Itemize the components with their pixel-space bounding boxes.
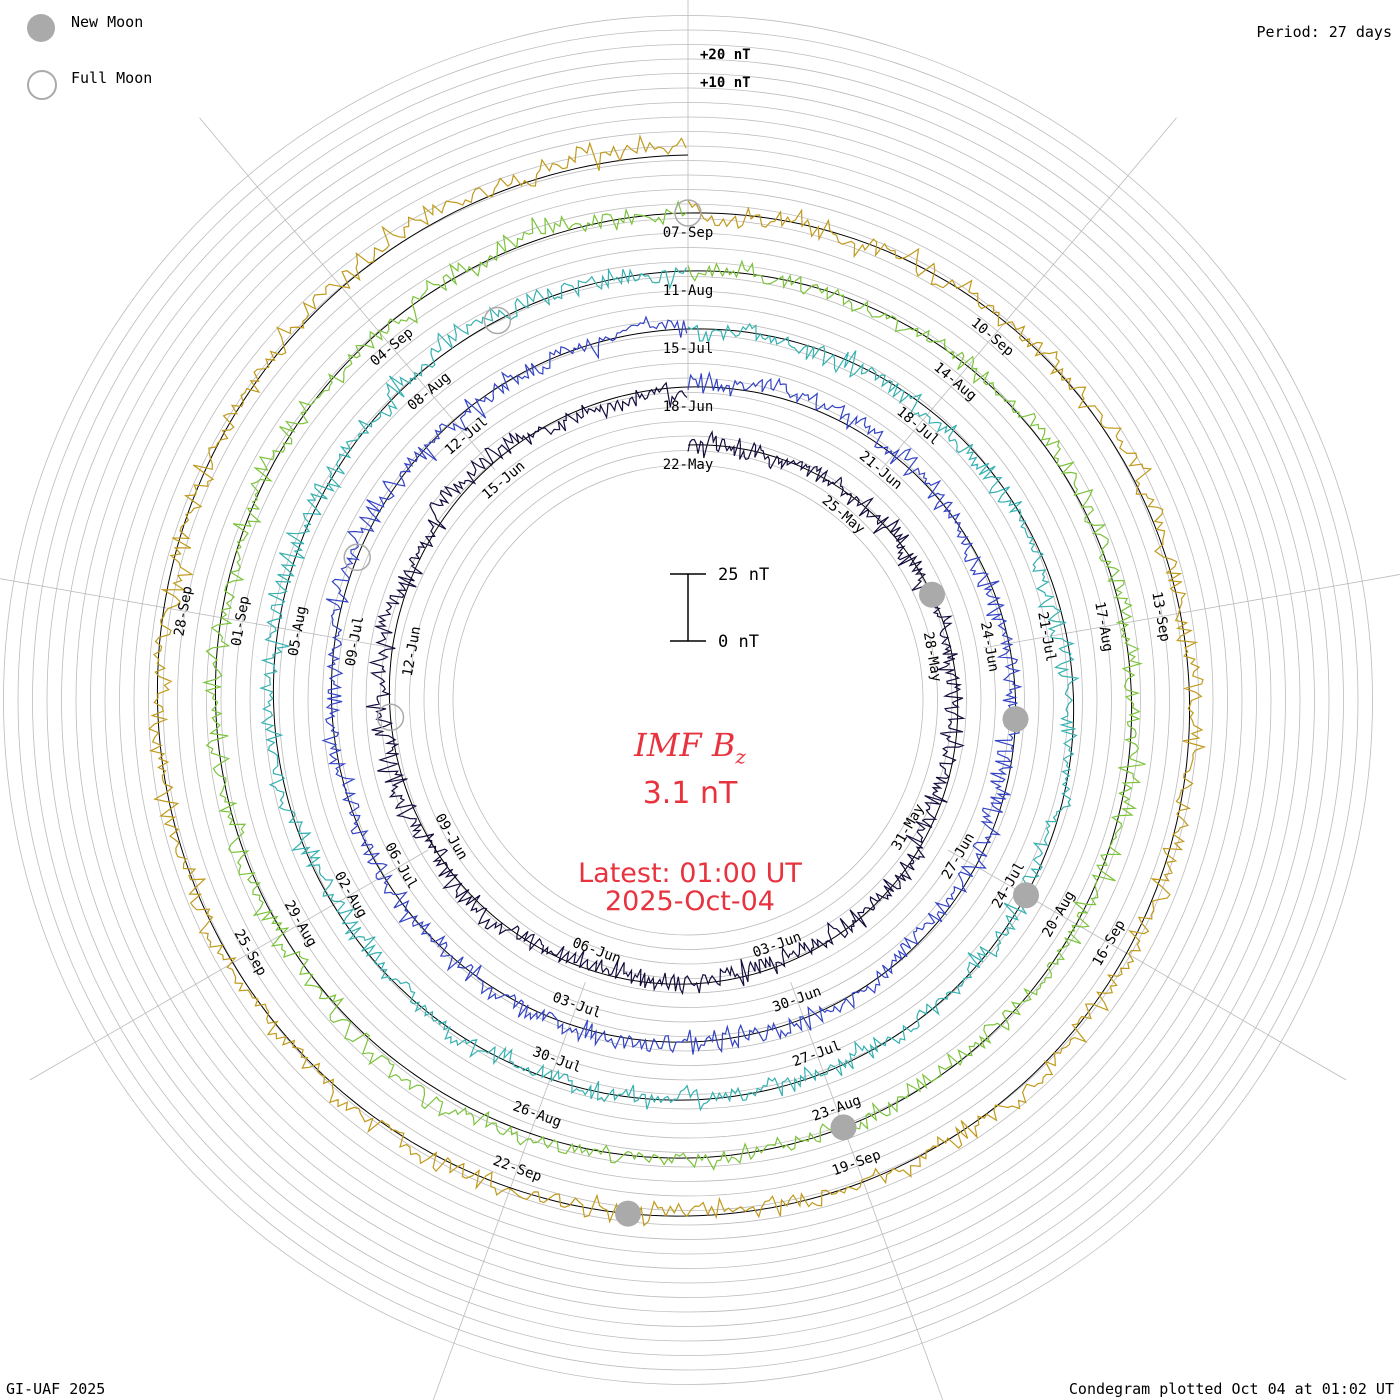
date-tick-label: 27-Jul — [790, 1038, 843, 1070]
new-moon-icon — [615, 1200, 641, 1227]
date-tick-label: 09-Jul — [343, 615, 368, 668]
date-tick-label: 09-Jun — [431, 811, 470, 863]
full-moon-icon — [483, 306, 512, 335]
chart-title: IMF Bz — [634, 726, 746, 769]
imf-trace-turn-2 — [259, 266, 1080, 1112]
radial-spoke — [199, 117, 496, 471]
moon-layer — [343, 199, 1039, 1227]
date-tick-label: 15-Jul — [663, 341, 714, 357]
radial-spoke — [0, 578, 393, 649]
date-tick-label: 12-Jun — [400, 625, 425, 678]
scale-bar-top-label: 25 nT — [718, 565, 769, 585]
new-moon-icon — [830, 1114, 857, 1141]
full-moon-icon — [27, 70, 57, 100]
latest-time-block: Latest: 01:00 UT 2025-Oct-04 — [490, 860, 890, 916]
new-moon-label: New Moon — [71, 13, 144, 31]
latest-time: Latest: 01:00 UT — [578, 858, 802, 889]
date-tick-label: 11-Aug — [663, 283, 714, 299]
radial-spoke — [790, 981, 944, 1400]
date-tick-label: 04-Sep — [367, 325, 416, 370]
latest-date: 2025-Oct-04 — [605, 886, 775, 917]
imf-trace-turn-0 — [365, 381, 966, 996]
tick-layer: 22-May25-May28-May31-May03-Jun06-Jun09-J… — [171, 225, 1172, 1185]
full-moon-icon — [376, 703, 405, 732]
date-tick-label: 25-Sep — [231, 927, 270, 979]
radial-spoke — [983, 574, 1400, 649]
new-moon-icon — [27, 14, 55, 42]
date-tick-label: 10-Sep — [968, 315, 1017, 360]
date-tick-label: 22-May — [663, 457, 714, 473]
new-moon-icon — [1002, 706, 1029, 733]
date-tick-label: 19-Sep — [830, 1147, 883, 1179]
grid-circle — [452, 464, 924, 936]
radial-spoke — [880, 117, 1177, 471]
series-layer — [148, 133, 1207, 1227]
date-tick-label: 24-Jun — [977, 621, 1002, 674]
scale-bar-bottom-label: 0 nT — [718, 632, 759, 652]
grid-circle — [423, 435, 953, 965]
date-tick-label: 28-Sep — [171, 585, 196, 638]
date-tick-label: 18-Jul — [893, 404, 942, 449]
grid-circle — [336, 348, 1040, 1052]
zero-baseline-spiral — [156, 154, 1191, 1217]
date-tick-label: 29-Aug — [281, 898, 320, 950]
date-tick-label: 30-Jun — [770, 983, 823, 1015]
date-tick-label: 28-May — [920, 631, 945, 684]
date-tick-label: 07-Sep — [663, 225, 714, 241]
date-tick-label: 15-Jun — [479, 458, 528, 503]
date-tick-label: 05-Aug — [286, 605, 311, 658]
date-tick-label: 26-Aug — [511, 1098, 564, 1130]
imf-trace-turn-1 — [321, 315, 1025, 1055]
date-tick-label: 21-Jun — [856, 448, 905, 493]
full-moon-icon — [674, 199, 702, 227]
date-tick-label: 08-Aug — [405, 369, 454, 414]
offset-label-plus20: +20 nT — [700, 47, 751, 63]
grid-circle — [365, 377, 1011, 1023]
radial-spoke — [432, 981, 586, 1400]
date-tick-label: 13-Sep — [1148, 590, 1173, 643]
scale-bar: 25 nT 0 nT — [670, 565, 769, 652]
imf-trace-turn-3 — [201, 199, 1146, 1171]
date-tick-label: 12-Jul — [442, 414, 491, 459]
footer-plotted-time: Condegram plotted Oct 04 at 01:02 UT — [1068, 1380, 1394, 1398]
full-moon-label: Full Moon — [71, 69, 153, 87]
new-moon-icon — [919, 581, 945, 608]
grid-circle — [322, 334, 1054, 1066]
grid-circle — [409, 421, 967, 979]
grid-circle — [394, 406, 982, 994]
date-tick-label: 22-Sep — [491, 1153, 544, 1185]
footer-credit: GI-UAF 2025 — [6, 1380, 106, 1398]
date-tick-label: 03-Jul — [550, 989, 603, 1021]
grid-circle — [307, 319, 1069, 1081]
date-tick-label: 21-Jul — [1034, 611, 1059, 664]
date-tick-label: 18-Jun — [663, 399, 714, 415]
period-label: Period: 27 days — [1256, 23, 1392, 41]
imf-trace-turn-4 — [148, 133, 1207, 1227]
date-tick-label: 17-Aug — [1091, 600, 1116, 653]
latest-value: 3.1 nT — [642, 776, 738, 811]
offset-label-plus10: +10 nT — [700, 75, 751, 91]
radial-spoke — [947, 849, 1347, 1081]
date-tick-label: 01-Sep — [229, 595, 254, 648]
new-moon-icon — [1013, 882, 1039, 909]
baseline-layer — [156, 154, 1191, 1217]
full-moon-icon — [343, 543, 371, 572]
